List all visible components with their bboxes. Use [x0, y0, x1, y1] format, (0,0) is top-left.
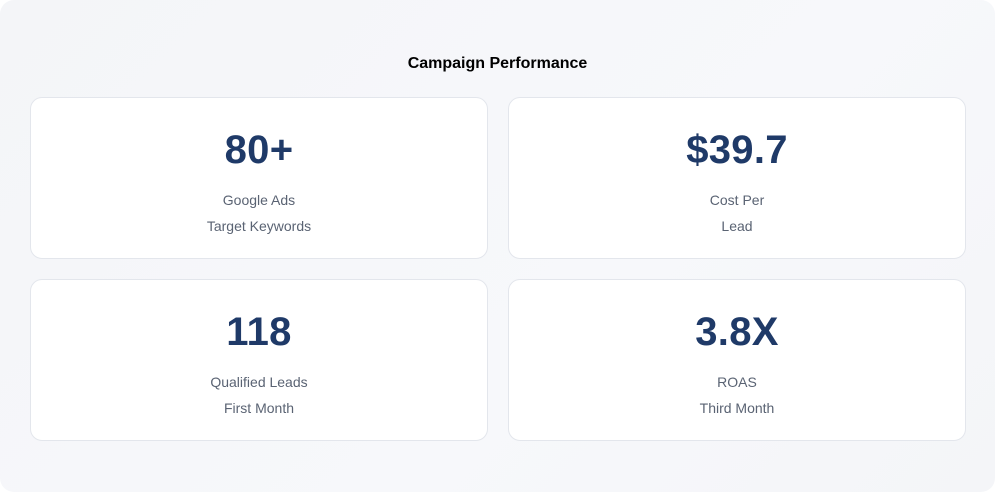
metric-sublabel: Third Month	[699, 400, 775, 416]
metric-card-keywords: 80+ Google Ads Target Keywords	[30, 97, 488, 259]
metric-label: Qualified Leads	[210, 374, 308, 390]
metrics-grid: 80+ Google Ads Target Keywords $39.7 Cos…	[30, 97, 966, 441]
metric-value: 118	[226, 310, 292, 354]
metric-label: Google Ads	[222, 192, 296, 208]
metric-sublabel: Target Keywords	[206, 218, 312, 234]
metric-card-qualified-leads: 118 Qualified Leads First Month	[30, 279, 488, 441]
metric-card-cost-per-lead: $39.7 Cost Per Lead	[508, 97, 966, 259]
metric-card-roas: 3.8X ROAS Third Month	[508, 279, 966, 441]
metric-label: ROAS	[717, 374, 757, 390]
metric-value: $39.7	[686, 128, 788, 172]
metric-sublabel: Lead	[721, 218, 753, 234]
metric-value: 3.8X	[695, 310, 779, 354]
panel-title: Campaign Performance	[407, 55, 588, 72]
metric-value: 80+	[224, 128, 294, 172]
metric-sublabel: First Month	[223, 400, 294, 416]
metric-label: Cost Per	[709, 192, 765, 208]
